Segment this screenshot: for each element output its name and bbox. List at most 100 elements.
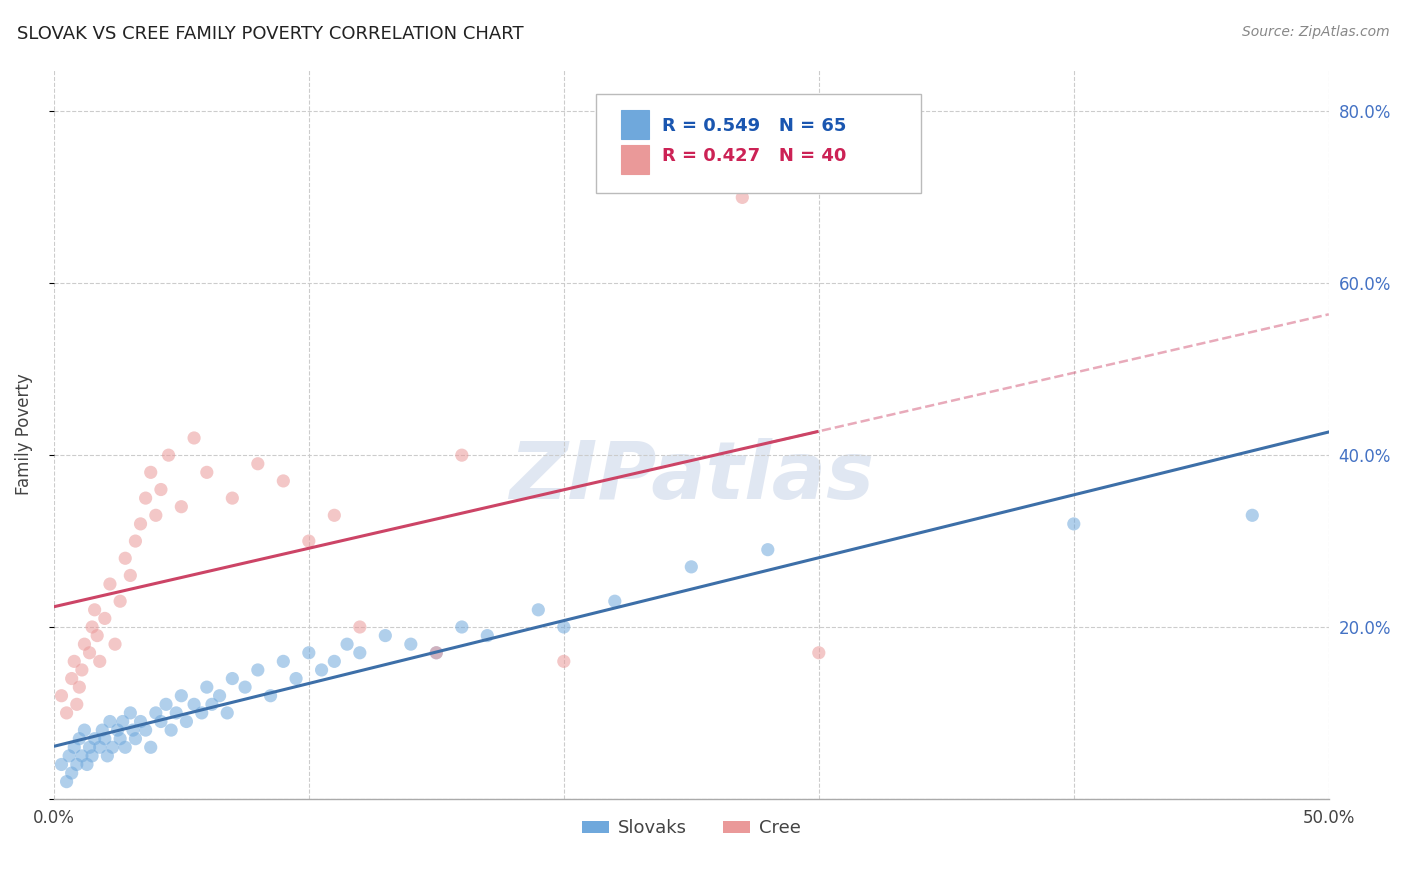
Text: ZIPatlas: ZIPatlas [509,439,873,516]
Point [60,672,83,686]
Point [145,508,167,523]
Point [311,663,333,677]
Point [183,431,205,445]
Point [89,740,111,755]
Point [114,740,136,755]
Text: R = 0.549   N = 65: R = 0.549 N = 65 [662,118,846,136]
Point [399,637,422,651]
Point [155,698,177,712]
Point [450,620,472,634]
Point [201,698,224,712]
Point [273,654,295,668]
FancyBboxPatch shape [596,94,921,193]
Point [63,740,86,755]
Point [553,620,575,634]
Point [66,698,89,712]
Point [67,680,90,694]
Legend: Slovaks, Cree: Slovaks, Cree [575,812,808,845]
Point [55,774,77,789]
Point [66,757,89,772]
Point [349,646,371,660]
Point [298,646,321,660]
Point [129,714,152,729]
Point [233,680,256,694]
Point [323,508,346,523]
Point [79,740,101,755]
Point [67,731,90,746]
Point [107,723,129,737]
Point [374,629,396,643]
Point [603,594,626,608]
Point [83,731,105,746]
Point [425,646,447,660]
Point [527,603,550,617]
Point [122,723,145,737]
Point [86,629,108,643]
Point [336,637,359,651]
Point [73,723,96,737]
Point [80,748,103,763]
Point [176,714,198,729]
Point [98,714,121,729]
Point [63,654,86,668]
Bar [621,110,650,139]
Text: Source: ZipAtlas.com: Source: ZipAtlas.com [1241,25,1389,39]
Y-axis label: Family Poverty: Family Poverty [15,373,32,494]
Point [450,448,472,462]
Point [553,654,575,668]
Point [195,680,218,694]
Point [55,706,77,720]
Point [139,740,162,755]
Point [246,663,269,677]
Point [1241,508,1264,523]
Point [731,190,754,204]
Point [183,698,205,712]
Point [323,654,346,668]
Point [160,723,183,737]
Point [477,629,499,643]
Point [120,568,142,582]
Point [73,637,96,651]
Point [157,448,180,462]
Point [681,559,703,574]
Point [94,731,117,746]
Point [111,714,134,729]
Point [298,534,321,549]
Point [96,748,118,763]
Point [349,620,371,634]
Point [91,723,114,737]
Point [170,500,193,514]
Point [145,706,167,720]
Point [195,466,218,480]
Point [83,603,105,617]
Point [58,748,80,763]
Point [51,689,73,703]
Point [135,491,157,505]
Point [149,714,172,729]
Point [79,646,101,660]
Point [104,637,127,651]
Text: SLOVAK VS CREE FAMILY POVERTY CORRELATION CHART: SLOVAK VS CREE FAMILY POVERTY CORRELATIO… [17,25,523,43]
Text: R = 0.427   N = 40: R = 0.427 N = 40 [662,146,846,165]
Point [425,646,447,660]
Point [60,766,83,780]
Point [94,611,117,625]
Point [108,594,131,608]
Point [101,740,124,755]
Point [246,457,269,471]
Point [165,706,187,720]
Point [170,689,193,703]
Point [89,654,111,668]
Point [756,542,779,557]
Point [208,689,231,703]
Point [51,757,73,772]
Point [221,491,243,505]
Point [70,748,93,763]
Point [259,689,281,703]
Point [807,646,830,660]
Point [124,534,146,549]
Point [139,466,162,480]
Point [135,723,157,737]
Point [70,663,93,677]
Point [80,620,103,634]
